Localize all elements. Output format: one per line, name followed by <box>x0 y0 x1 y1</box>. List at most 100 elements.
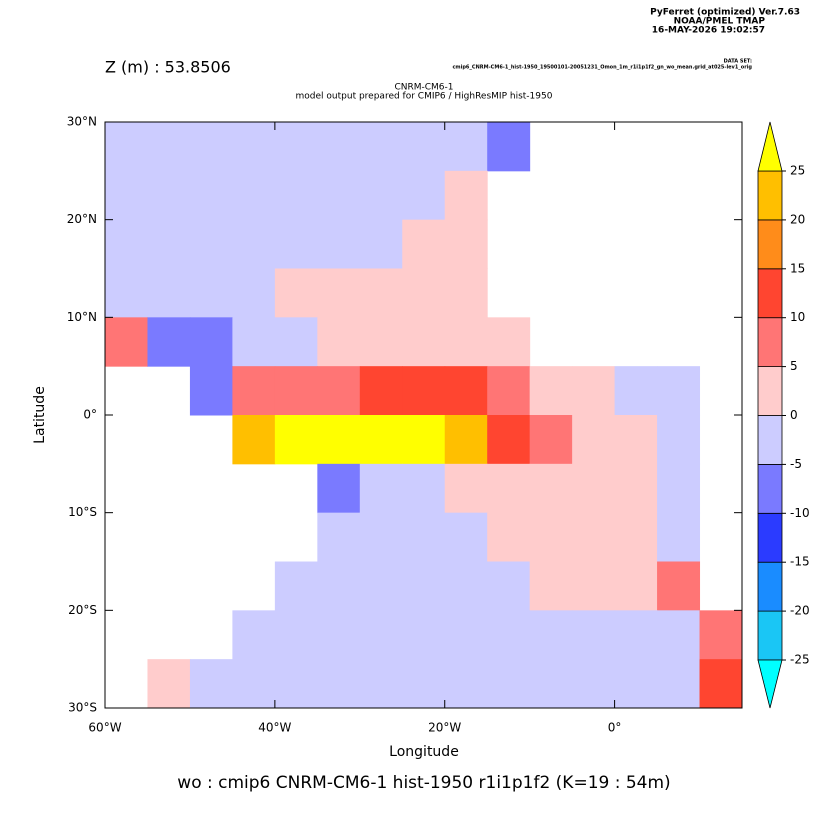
dataset-name: cmip6_CNRM-CM6-1_hist-1950_19500101-2005… <box>452 65 752 71</box>
grid-cell <box>274 219 318 269</box>
colorbar-band <box>757 463 783 514</box>
chart-title: CNRM-CM6-1 <box>394 83 453 93</box>
grid-cell <box>657 366 701 416</box>
grid-cell <box>614 415 658 465</box>
grid-cell <box>657 561 701 611</box>
grid-cell <box>444 122 488 172</box>
colorbar-band <box>757 317 783 368</box>
grid-cell <box>317 122 361 172</box>
grid-cell <box>147 659 191 709</box>
grid-cell <box>147 170 191 221</box>
grid-cell <box>444 512 488 562</box>
grid-cell <box>232 170 276 221</box>
grid-cell <box>699 610 743 660</box>
grid-cell <box>105 122 148 172</box>
y-tick-label: 0° <box>83 408 97 422</box>
colorbar-band <box>757 268 783 319</box>
x-tick-label: 40°W <box>258 721 291 735</box>
grid-cell <box>657 610 701 660</box>
grid-cell <box>657 512 701 562</box>
grid-cell <box>402 317 446 367</box>
grid-cell <box>529 610 573 660</box>
colorbar-band <box>757 561 783 612</box>
grid-cell <box>402 170 446 221</box>
software-label: PyFerret (optimized) Ver.7.63 <box>650 8 800 18</box>
dataset-heading: DATA SET: <box>724 59 752 65</box>
grid-cell <box>529 415 573 465</box>
grid-cell <box>402 415 446 465</box>
grid-cell <box>274 122 318 172</box>
colorbar-label: 0 <box>790 408 798 422</box>
grid-cell <box>189 268 233 318</box>
grid-cell <box>402 366 446 416</box>
grid-cell <box>359 512 403 562</box>
grid-cell <box>402 659 446 709</box>
grid-cell <box>274 659 318 709</box>
y-tick-label: 30°N <box>67 115 97 129</box>
colorbar-band <box>757 366 783 416</box>
grid-cell <box>317 512 361 562</box>
grid-cell <box>487 317 531 367</box>
grid-cell <box>444 561 488 611</box>
colorbar-over <box>757 121 783 172</box>
grid-cell <box>614 659 658 709</box>
grid-cell <box>359 561 403 611</box>
grid-cell <box>232 415 276 465</box>
grid-cell <box>572 610 616 660</box>
grid-cell <box>487 561 531 611</box>
x-tick-label: 0° <box>608 721 622 735</box>
grid-cell <box>657 415 701 465</box>
x-axis-label: Longitude <box>389 744 459 760</box>
grid-cell <box>274 317 318 367</box>
grid-cell <box>402 463 446 514</box>
grid-cell <box>572 415 616 465</box>
x-tick-label: 60°W <box>88 721 121 735</box>
grid-cell <box>614 463 658 514</box>
grid-cell <box>444 268 488 318</box>
colorbar-label: -25 <box>790 653 810 667</box>
y-tick-label: 30°S <box>68 701 97 715</box>
colorbar-label: -15 <box>790 555 810 569</box>
colorbar-label: -10 <box>790 506 810 520</box>
grid-cell <box>317 659 361 709</box>
grid-cell <box>317 610 361 660</box>
grid-cell <box>317 561 361 611</box>
y-axis-label: Latitude <box>32 386 48 444</box>
grid-cell <box>402 219 446 269</box>
grid-cell <box>105 170 148 221</box>
grid-cell <box>317 317 361 367</box>
depth-label: Z (m) : 53.8506 <box>105 58 231 77</box>
grid-cell <box>529 512 573 562</box>
colorbar-label: 25 <box>790 164 805 178</box>
grid-cell <box>105 219 148 269</box>
grid-cell <box>105 317 148 367</box>
grid-cell <box>317 415 361 465</box>
grid-cell <box>572 512 616 562</box>
grid-cell <box>487 512 531 562</box>
grid-cell <box>614 561 658 611</box>
grid-cell <box>232 659 276 709</box>
grid-cell <box>444 659 488 709</box>
grid-cell <box>147 317 191 367</box>
grid-cell <box>572 463 616 514</box>
grid-cell <box>359 219 403 269</box>
colorbar-label: 5 <box>790 359 798 373</box>
grid-cell <box>317 268 361 318</box>
grid-cell <box>444 463 488 514</box>
colorbar-label: -20 <box>790 604 810 618</box>
colorbar-band <box>757 219 783 270</box>
grid-cell <box>444 219 488 269</box>
grid-cell <box>402 512 446 562</box>
colorbar-label: 10 <box>790 310 805 324</box>
grid-cell <box>402 268 446 318</box>
grid-cell <box>232 268 276 318</box>
grid-cell <box>317 366 361 416</box>
grid-cell <box>614 366 658 416</box>
grid-cell <box>274 415 318 465</box>
grid-cell <box>147 219 191 269</box>
grid-cell <box>147 268 191 318</box>
grid-cell <box>529 366 573 416</box>
grid-cell <box>359 415 403 465</box>
grid-cell <box>317 170 361 221</box>
